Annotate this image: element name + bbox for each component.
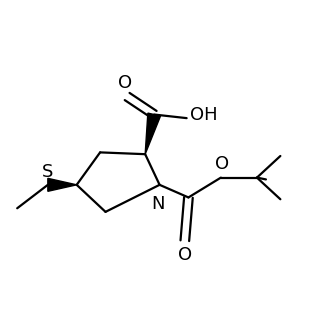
Text: OH: OH — [190, 106, 218, 124]
Polygon shape — [145, 113, 160, 154]
Polygon shape — [48, 178, 77, 191]
Text: O: O — [118, 74, 132, 92]
Text: S: S — [42, 163, 53, 181]
Text: O: O — [214, 155, 229, 173]
Text: N: N — [151, 195, 165, 213]
Text: O: O — [178, 246, 192, 264]
